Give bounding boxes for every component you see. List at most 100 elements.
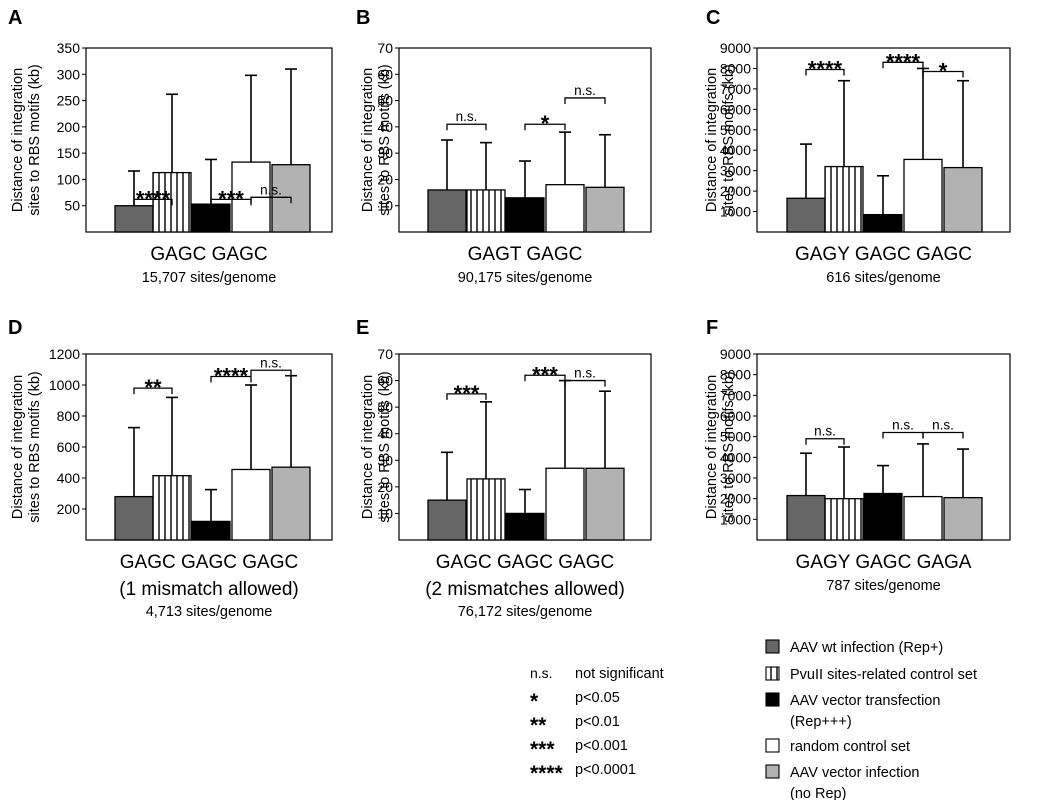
significance-label: * [939, 59, 948, 84]
significance-bracket [250, 369, 292, 377]
legend-label: (Rep+++) [790, 714, 852, 730]
panel-letter: A [8, 7, 22, 29]
bar [152, 475, 192, 541]
chart-panel-f: F Distance of integrationsites to RBS mot… [704, 317, 1011, 594]
bar [943, 166, 983, 233]
y-tick-label: 7000 [720, 387, 751, 403]
y-axis-label: Distance of integrationsites to RBS moti… [360, 371, 393, 522]
significance-label: *** [532, 362, 558, 387]
significance-bracket [805, 68, 845, 76]
y-tick-label: 60 [377, 373, 393, 389]
motif-subtitle: (1 mismatch allowed) [119, 579, 299, 600]
significance-bracket [133, 198, 173, 206]
significance-bracket [805, 438, 845, 445]
motif-subtitle: (2 mismatches allowed) [425, 579, 625, 600]
y-tick-label: 5000 [720, 122, 751, 138]
bar [585, 186, 625, 233]
y-tick-label: 1000 [720, 204, 751, 220]
sites-caption: 787 sites/genome [826, 578, 940, 594]
legend-label: PvuII sites-related control set [790, 667, 977, 683]
y-tick-label: 4000 [720, 449, 751, 465]
bar [505, 512, 545, 541]
significance-label: **** [808, 56, 843, 81]
y-tick-label: 9000 [720, 346, 751, 362]
significance-label: **** [886, 49, 921, 74]
motif-caption: GAGC GAGC GAGC [120, 552, 298, 573]
y-tick-label: 30 [377, 145, 393, 161]
key-symbol: ** [530, 714, 547, 737]
bar [824, 165, 864, 233]
motif-caption: GAGC GAGC [150, 244, 267, 265]
y-tick-label: 50 [377, 399, 393, 415]
y-tick-label: 50 [377, 93, 393, 109]
y-tick-label: 2000 [720, 491, 751, 507]
key-meaning: not significant [575, 666, 664, 682]
bar [427, 499, 467, 541]
y-tick-label: 6000 [720, 408, 751, 424]
significance-bracket [922, 70, 964, 78]
legend-label: (no Rep) [790, 786, 846, 800]
chart-panel-d: D Distance of integrationsites to RBS mot… [8, 317, 333, 620]
panel-letter: E [356, 317, 369, 339]
y-tick-label: 60 [377, 66, 393, 82]
y-tick-label: 2000 [720, 183, 751, 199]
legend-swatch [765, 738, 780, 753]
y-axis-label: Distance of integrationsites to RBS moti… [360, 64, 393, 215]
significance-bracket [524, 374, 566, 382]
y-tick-label: 8000 [720, 60, 751, 76]
y-tick-label: 150 [57, 145, 81, 161]
significance-bracket [446, 123, 487, 131]
panel-letter: F [706, 317, 718, 339]
motif-caption: GAGC GAGC GAGC [436, 552, 614, 573]
significance-label: ** [144, 375, 162, 400]
y-tick-label: 400 [57, 470, 81, 486]
bar [903, 158, 943, 233]
sites-caption: 90,175 sites/genome [458, 270, 593, 286]
significance-bracket [250, 196, 292, 204]
motif-caption: GAGY GAGC GAGC [795, 244, 972, 265]
bar [943, 496, 983, 541]
bar [427, 189, 467, 233]
y-tick-label: 1000 [49, 377, 80, 393]
y-axis-label: Distance of integrationsites to RBS moti… [704, 371, 737, 522]
significance-label: n.s. [456, 109, 478, 124]
y-tick-label: 600 [57, 439, 81, 455]
y-tick-label: 200 [57, 501, 81, 517]
y-axis-label: Distance of integrationsites to RBS moti… [10, 64, 43, 215]
sites-caption: 76,172 sites/genome [458, 604, 593, 620]
y-tick-label: 70 [377, 40, 393, 56]
y-tick-label: 4000 [720, 142, 751, 158]
key-meaning: p<0.01 [575, 714, 620, 730]
y-tick-label: 10 [377, 198, 393, 214]
key-symbol: **** [530, 762, 564, 785]
significance-label: n.s. [932, 418, 954, 433]
y-tick-label: 5000 [720, 429, 751, 445]
legend-swatch [765, 639, 780, 654]
sites-caption: 616 sites/genome [826, 270, 940, 286]
chart-panel-a: A Distance of integrationsites to RBS mot… [8, 7, 333, 286]
bar [863, 213, 903, 233]
y-tick-label: 40 [377, 119, 393, 135]
y-tick-label: 300 [57, 66, 81, 82]
legend-swatch [765, 764, 780, 779]
significance-label: **** [214, 363, 249, 388]
panel-letter: C [706, 7, 720, 29]
legend-label: random control set [790, 739, 910, 755]
chart-panel-b: B Distance of integrationsites to RBS mot… [356, 7, 652, 286]
bar [863, 492, 903, 541]
y-tick-label: 70 [377, 346, 393, 362]
y-tick-label: 3000 [720, 163, 751, 179]
panel-letter: B [356, 7, 370, 29]
y-tick-label: 10 [377, 505, 393, 521]
bar [505, 197, 545, 233]
legend-label: AAV vector infection [790, 765, 920, 781]
significance-label: n.s. [892, 418, 914, 433]
significance-bracket [210, 375, 252, 383]
key-symbol: n.s. [530, 665, 553, 681]
y-tick-label: 800 [57, 408, 81, 424]
bar [231, 468, 271, 541]
significance-label: n.s. [814, 424, 836, 439]
legend-label: AAV vector transfection [790, 693, 940, 709]
key-meaning: p<0.0001 [575, 762, 636, 778]
